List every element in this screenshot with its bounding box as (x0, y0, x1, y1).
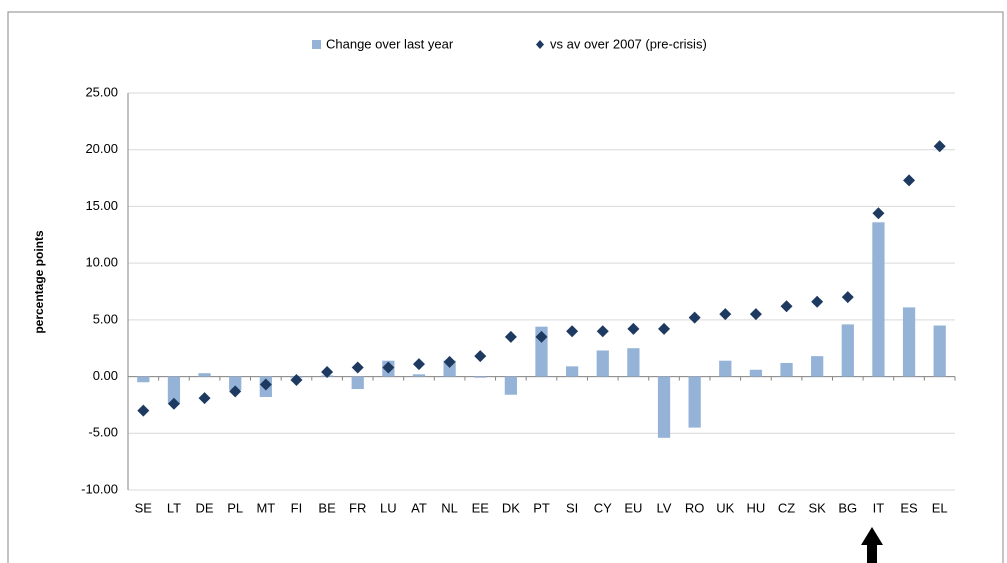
x-tick-label: MT (256, 500, 275, 515)
y-tick-label: 10.00 (85, 255, 118, 270)
diamond-marker (749, 308, 762, 321)
bar (719, 360, 732, 377)
diamond-marker (290, 373, 303, 386)
diamond-marker (504, 330, 517, 343)
chart-border (7, 11, 1004, 563)
diamond-marker (658, 322, 671, 335)
x-tick-label: CZ (778, 500, 795, 515)
bar (627, 348, 640, 377)
x-tick-label: FI (291, 500, 303, 515)
x-tick-label: PL (227, 500, 243, 515)
bar (412, 374, 426, 377)
diamond-marker (167, 397, 180, 410)
x-tick-label: BG (838, 500, 857, 515)
y-tick-label: 25.00 (85, 84, 118, 99)
x-tick-label: ES (900, 500, 918, 515)
x-tick-label: LT (167, 500, 181, 515)
x-tick-label: IT (873, 500, 885, 515)
diamond-marker (719, 308, 732, 321)
bar (688, 376, 701, 428)
diamond-marker (688, 311, 701, 324)
diamond-marker (382, 361, 395, 374)
diamond-marker (412, 358, 425, 371)
x-tick-label: NL (441, 500, 458, 515)
x-tick-label: CY (594, 500, 612, 515)
diamond-marker (596, 325, 609, 338)
bar (504, 376, 517, 395)
bar (872, 222, 885, 377)
bar (841, 324, 854, 377)
bar (566, 366, 579, 377)
x-tick-label: UK (716, 500, 734, 515)
y-tick-label: -5.00 (88, 425, 118, 440)
diamond-marker (443, 355, 456, 368)
bar (780, 362, 793, 377)
bar (351, 376, 364, 390)
x-tick-label: PT (533, 500, 550, 515)
x-tick-label: AT (411, 500, 427, 515)
legend-swatch (536, 40, 544, 49)
bar (229, 376, 242, 391)
diamond-marker (903, 174, 916, 187)
x-tick-label: EE (472, 500, 490, 515)
y-axis-label: percentage points (32, 230, 46, 334)
legend-label: Change over last year (326, 36, 454, 51)
bar (596, 350, 609, 377)
bar (474, 376, 487, 378)
diamond-marker (137, 404, 150, 417)
diamond-marker (841, 291, 854, 304)
y-tick-label: 20.00 (85, 141, 118, 156)
diamond-marker (198, 392, 211, 405)
x-tick-label: HU (747, 500, 766, 515)
bar (198, 373, 211, 377)
bar (137, 376, 150, 383)
diamond-marker (321, 366, 334, 379)
diamond-marker (351, 361, 364, 374)
diamond-marker (811, 295, 824, 308)
x-tick-label: DE (196, 500, 214, 515)
diamond-marker (259, 378, 272, 391)
bar (811, 356, 824, 377)
x-tick-label: SI (566, 500, 578, 515)
diamond-marker (229, 385, 242, 398)
bar (933, 325, 946, 377)
y-tick-label: 5.00 (93, 311, 118, 326)
legend-swatch (312, 40, 321, 49)
x-tick-label: SE (135, 500, 153, 515)
diamond-marker (474, 350, 487, 363)
x-tick-label: FR (349, 500, 366, 515)
x-tick-label: EL (932, 500, 948, 515)
x-tick-label: EU (624, 500, 642, 515)
legend-label: vs av over 2007 (pre-crisis) (550, 36, 707, 51)
x-tick-label: BE (318, 500, 336, 515)
x-tick-label: LU (380, 500, 397, 515)
y-tick-label: 0.00 (93, 368, 118, 383)
bar (167, 376, 181, 404)
diamond-marker (566, 325, 579, 338)
arrow (861, 527, 883, 563)
bar (749, 369, 763, 377)
x-tick-label: LV (657, 500, 672, 515)
diamond-marker (933, 140, 946, 153)
y-tick-label: -10.00 (81, 481, 118, 496)
diamond-marker (780, 300, 793, 313)
x-tick-label: SK (808, 500, 826, 515)
bar (657, 376, 671, 438)
diamond-marker (627, 322, 640, 335)
x-tick-label: DK (502, 500, 520, 515)
diamond-marker (872, 207, 885, 220)
x-tick-label: RO (685, 500, 705, 515)
y-tick-label: 15.00 (85, 198, 118, 213)
diamond-marker (535, 330, 548, 343)
bar (902, 307, 916, 377)
